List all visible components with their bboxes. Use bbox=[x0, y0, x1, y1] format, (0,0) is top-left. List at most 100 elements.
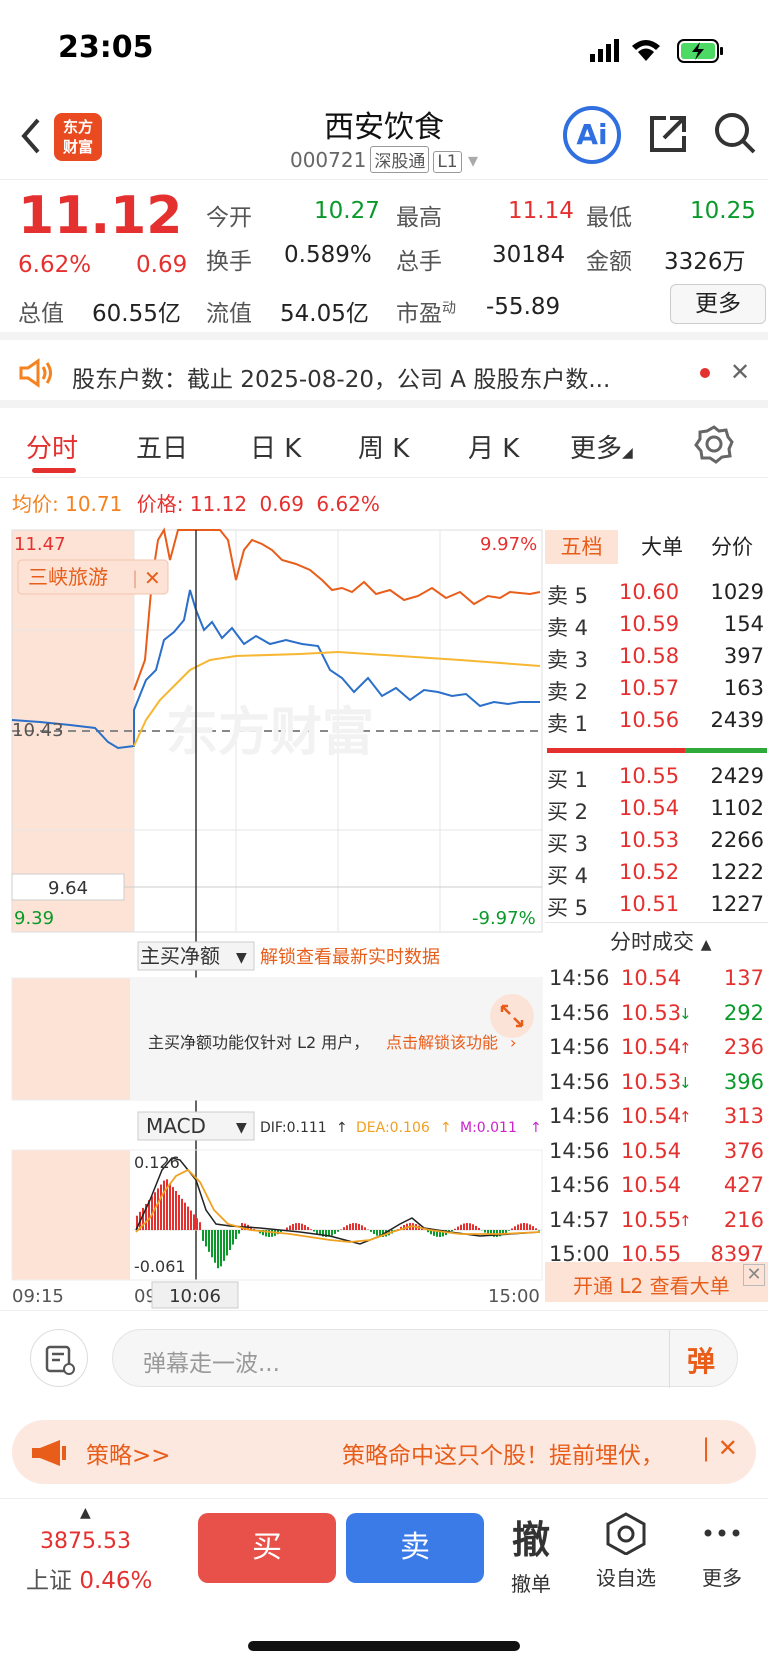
macd-bar bbox=[469, 1223, 471, 1230]
sell-button[interactable]: 卖 bbox=[346, 1513, 484, 1583]
tab-level5[interactable]: 五档 bbox=[545, 530, 618, 564]
ask-row[interactable]: 卖 1 10.56 2439 bbox=[545, 708, 768, 738]
macd-select[interactable] bbox=[137, 1111, 255, 1141]
bid-row[interactable]: 买 2 10.54 1102 bbox=[545, 796, 768, 826]
open-value: 10.27 bbox=[314, 198, 380, 224]
tab-weekly-k[interactable]: 周 K bbox=[358, 434, 410, 464]
time-cursor-box bbox=[151, 1281, 239, 1309]
level-price: 10.52 bbox=[619, 860, 680, 884]
ai-assistant-icon[interactable]: Ai bbox=[563, 106, 621, 164]
stock-code-row[interactable]: 000721 深股通 L1 ▾ bbox=[0, 146, 768, 173]
close-icon[interactable]: | ✕ bbox=[702, 1434, 738, 1462]
macd-bar bbox=[157, 1188, 159, 1230]
danmu-send-button[interactable]: 弹 bbox=[687, 1345, 716, 1378]
trade-time: 14:57 bbox=[549, 1207, 610, 1232]
macd-bar bbox=[205, 1230, 207, 1247]
macd-bar bbox=[160, 1184, 162, 1230]
macd-bar bbox=[319, 1230, 321, 1236]
back-icon[interactable] bbox=[18, 116, 44, 156]
index-row[interactable]: 上证 0.46% bbox=[26, 1568, 153, 1594]
compare-close-icon[interactable]: ✕ bbox=[144, 566, 161, 590]
index-value: 3875.53 bbox=[40, 1529, 131, 1554]
pct-bot-label: -9.97% bbox=[472, 908, 536, 929]
tab-big-order[interactable]: 大单 bbox=[641, 535, 683, 559]
ask-row[interactable]: 卖 3 10.58 397 bbox=[545, 644, 768, 674]
avg-value: 10.71 bbox=[65, 492, 123, 516]
ask-row[interactable]: 卖 4 10.59 154 bbox=[545, 612, 768, 642]
share-icon[interactable] bbox=[646, 112, 690, 156]
macd-bar bbox=[220, 1230, 222, 1267]
macd-dif-line bbox=[135, 1157, 541, 1245]
trade-price: 10.53 bbox=[621, 1000, 682, 1025]
macd-bar bbox=[484, 1230, 486, 1233]
close-icon[interactable]: ✕ bbox=[730, 358, 751, 386]
macd-bar bbox=[298, 1223, 300, 1230]
high-value: 11.14 bbox=[508, 198, 574, 224]
macd-bar bbox=[190, 1210, 192, 1230]
macd-bar bbox=[295, 1223, 297, 1230]
tab-five-day[interactable]: 五日 bbox=[136, 434, 189, 464]
net-unlock-link[interactable]: 解锁查看最新实时数据 bbox=[260, 947, 440, 968]
macd-bar bbox=[478, 1227, 480, 1230]
macd-bar bbox=[268, 1230, 270, 1237]
expand-icon[interactable] bbox=[500, 1004, 524, 1028]
macd-bar bbox=[475, 1225, 477, 1230]
trades-title[interactable]: 分时成交 ▲ bbox=[610, 930, 712, 954]
macd-bar bbox=[175, 1191, 177, 1230]
macd-bar bbox=[514, 1226, 516, 1230]
ask-row[interactable]: 卖 2 10.57 163 bbox=[545, 676, 768, 706]
danmu-settings-icon[interactable] bbox=[30, 1329, 88, 1387]
chart-svg[interactable]: 东方财富 11.47 9.97% 10.43 9.39 -9.97% 9.64 … bbox=[0, 520, 545, 1310]
macd-bar bbox=[433, 1230, 435, 1236]
strategy-label[interactable]: 策略>> bbox=[86, 1443, 171, 1469]
macd-top-label: 0.126 bbox=[134, 1153, 180, 1172]
macd-bar bbox=[505, 1230, 507, 1233]
status-time: 23:05 bbox=[58, 30, 154, 65]
compare-tag[interactable] bbox=[17, 559, 169, 595]
macd-bar bbox=[322, 1230, 324, 1237]
macd-bar bbox=[370, 1230, 372, 1232]
tab-monthly-k[interactable]: 月 K bbox=[468, 434, 520, 464]
net-message-link[interactable]: 点击解锁该功能 bbox=[386, 1033, 498, 1052]
chart-legend: 均价: 10.71 价格: 11.12 0.69 6.62% bbox=[12, 488, 380, 517]
level-volume: 1222 bbox=[710, 860, 764, 884]
bid-row[interactable]: 买 3 10.53 2266 bbox=[545, 828, 768, 858]
level-label: 买 2 bbox=[547, 800, 589, 824]
macd-label: MACD bbox=[146, 1114, 206, 1138]
expand-icon-bg bbox=[490, 994, 534, 1038]
more-quote-button[interactable]: 更多 bbox=[670, 284, 766, 324]
danmu-input[interactable]: 弹幕走一波... 弹 bbox=[112, 1329, 738, 1388]
l2-banner[interactable]: 开通 L2 查看大单 ✕ bbox=[545, 1262, 768, 1302]
settings-gear-icon[interactable] bbox=[694, 424, 734, 464]
bid-row[interactable]: 买 1 10.55 2429 bbox=[545, 764, 768, 794]
cancel-order-button[interactable]: 撤 撤单 bbox=[508, 1509, 554, 1597]
level-volume: 154 bbox=[723, 612, 764, 636]
tab-daily-k[interactable]: 日 K bbox=[250, 434, 302, 464]
ask-row[interactable]: 卖 5 10.60 1029 bbox=[545, 580, 768, 610]
search-icon[interactable] bbox=[712, 110, 758, 156]
macd-bar bbox=[457, 1226, 459, 1230]
cursor-price: 9.64 bbox=[48, 878, 88, 899]
down-arrow-icon: ↓ bbox=[679, 1073, 692, 1092]
level-volume: 1029 bbox=[710, 580, 764, 604]
tab-more[interactable]: 更多◢ bbox=[570, 434, 633, 464]
dea-value: DEA:0.106 bbox=[356, 1120, 430, 1136]
strategy-banner[interactable]: 策略>> 策略命中这只个股！提前埋伏， | ✕ bbox=[12, 1420, 756, 1484]
intraday-chart[interactable]: 东方财富 11.47 9.97% 10.43 9.39 -9.97% 9.64 … bbox=[0, 520, 545, 1310]
buy-button[interactable]: 买 bbox=[198, 1513, 336, 1583]
up-arrow-icon: ↑ bbox=[679, 1108, 692, 1126]
add-watchlist-button[interactable]: 设自选 bbox=[588, 1511, 664, 1591]
bid-row[interactable]: 买 5 10.51 1227 bbox=[545, 892, 768, 922]
macd-bar bbox=[223, 1230, 225, 1261]
tag-sgt: 深股通 bbox=[370, 146, 430, 173]
notice-bar[interactable]: 股东户数：截止 2025-08-20，公司 A 股股东户数... ✕ bbox=[0, 340, 768, 408]
tab-price-dist[interactable]: 分价 bbox=[711, 535, 753, 559]
more-actions-button[interactable]: 更多 bbox=[694, 1511, 750, 1591]
close-icon[interactable]: ✕ bbox=[743, 1264, 765, 1286]
net-select[interactable] bbox=[137, 941, 255, 971]
tab-intraday[interactable]: 分时 bbox=[26, 434, 79, 464]
level-price: 10.58 bbox=[619, 644, 680, 668]
level-label: 卖 4 bbox=[547, 616, 589, 640]
bid-row[interactable]: 买 4 10.52 1222 bbox=[545, 860, 768, 890]
price-label: 价格: bbox=[136, 492, 184, 516]
